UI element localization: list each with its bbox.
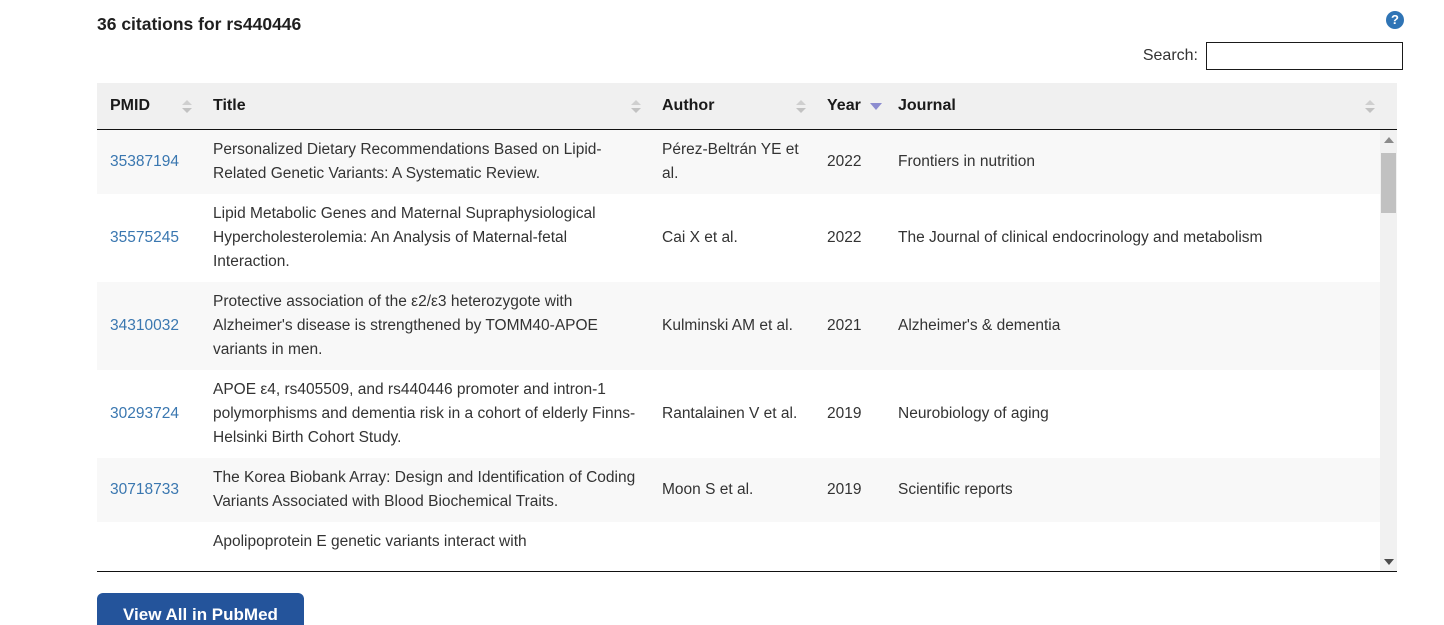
citation-title: Apolipoprotein E genetic variants intera… [213,533,527,550]
table-row: 34310032 Protective association of the ε… [97,282,1380,370]
column-header-journal-label: Journal [898,97,956,114]
view-all-in-pubmed-button[interactable]: View All in PubMed [97,593,304,625]
column-header-author[interactable]: Author [649,97,814,115]
citation-title: APOE ε4, rs405509, and rs440446 promoter… [213,381,636,446]
pmid-link[interactable]: 35575245 [110,229,179,246]
pmid-link[interactable]: 35387194 [110,153,179,170]
column-header-pmid-label: PMID [110,97,150,114]
pmid-link[interactable]: 30293724 [110,405,179,422]
search-input[interactable] [1206,42,1403,70]
citation-year: 2022 [827,229,862,246]
citation-title: Personalized Dietary Recommendations Bas… [213,141,602,182]
citation-year: 2022 [827,153,862,170]
citation-author [649,522,814,562]
citations-rows: 35387194 Personalized Dietary Recommenda… [97,130,1380,562]
column-header-title[interactable]: Title [200,97,649,115]
column-header-title-label: Title [213,97,246,114]
citation-author: Pérez-Beltrán YE et al. [662,141,799,182]
citation-journal: Frontiers in nutrition [898,153,1035,170]
column-header-journal[interactable]: Journal [885,97,1397,115]
citation-journal: Neurobiology of aging [898,405,1049,422]
citation-journal: The Journal of clinical endocrinology an… [898,229,1263,246]
column-header-pmid[interactable]: PMID [97,97,200,115]
citation-journal [885,522,1380,562]
scrollbar-down-arrow-icon[interactable] [1380,552,1397,571]
column-header-year-label: Year [827,97,861,114]
table-scroll-body: 35387194 Personalized Dietary Recommenda… [97,130,1397,572]
pmid-link[interactable]: 34310032 [110,317,179,334]
citation-author: Cai X et al. [662,229,738,246]
column-header-author-label: Author [662,97,715,114]
sort-icon [1365,99,1375,113]
scrollbar[interactable] [1380,130,1397,571]
scrollbar-thumb[interactable] [1381,153,1396,213]
search-label: Search: [1142,47,1198,64]
citation-title: Lipid Metabolic Genes and Maternal Supra… [213,205,596,270]
citations-table: PMID Title Author Year Journal 35387194 … [97,83,1397,572]
pmid-link[interactable]: 30718733 [110,481,179,498]
table-row: Apolipoprotein E genetic variants intera… [97,522,1380,562]
table-row: 30293724 APOE ε4, rs405509, and rs440446… [97,370,1380,458]
search-bar: Search: [1143,42,1403,70]
sort-icon [796,99,806,113]
sort-desc-icon [869,102,882,110]
help-icon[interactable]: ? [1386,11,1404,29]
citation-year: 2021 [827,317,862,334]
citation-journal: Scientific reports [898,481,1013,498]
column-header-year[interactable]: Year [814,97,885,115]
sort-icon [631,99,641,113]
citation-journal: Alzheimer's & dementia [898,317,1061,334]
citation-year [814,522,885,562]
citation-author: Moon S et al. [662,481,754,498]
citation-year: 2019 [827,481,862,498]
table-row: 35575245 Lipid Metabolic Genes and Mater… [97,194,1380,282]
citation-title: The Korea Biobank Array: Design and Iden… [213,469,636,510]
citation-title: Protective association of the ε2/ε3 hete… [213,293,598,358]
table-row: 35387194 Personalized Dietary Recommenda… [97,130,1380,194]
scrollbar-up-arrow-icon[interactable] [1380,130,1397,150]
citation-author: Kulminski AM et al. [662,317,793,334]
table-row: 30718733 The Korea Biobank Array: Design… [97,458,1380,522]
table-header-row: PMID Title Author Year Journal [97,83,1397,130]
citation-year: 2019 [827,405,862,422]
sort-icon [182,99,192,113]
page-title: 36 citations for rs440446 [97,14,302,34]
citation-author: Rantalainen V et al. [662,405,798,422]
